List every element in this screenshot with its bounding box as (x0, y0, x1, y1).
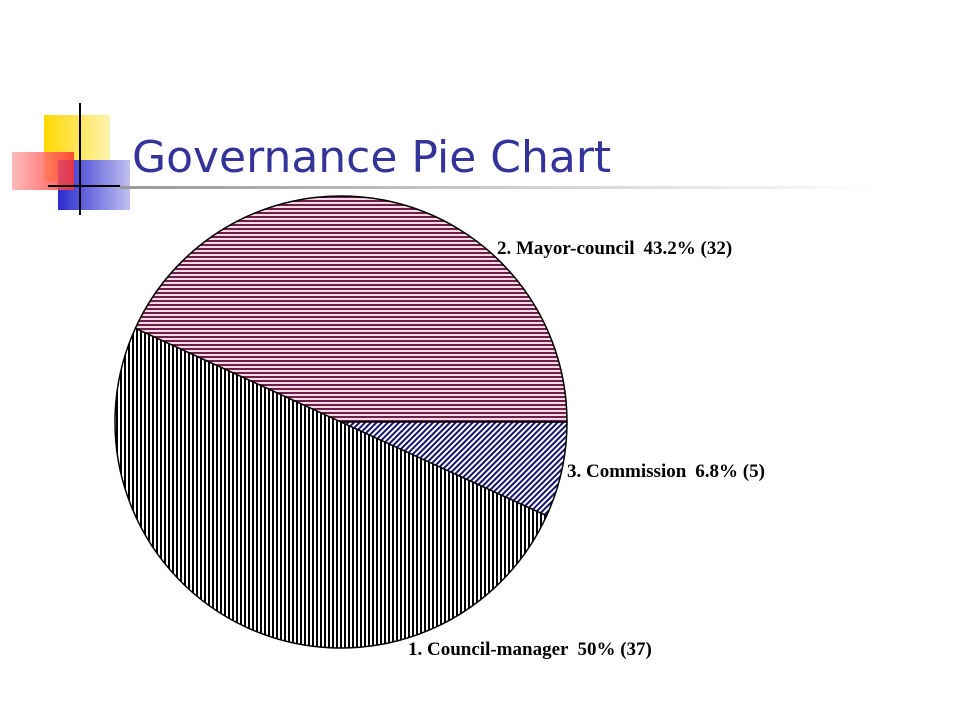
pie-slice (134, 195, 568, 423)
slice-category: 2. Mayor-council (497, 238, 635, 259)
slice-category: 1. Council-manager (408, 639, 569, 660)
slice-value-label: 6.8% (5) (695, 461, 765, 482)
decoration (12, 103, 880, 215)
slice-label: 2. Mayor-council 43.2% (32) (497, 238, 732, 259)
pie-slice (114, 327, 548, 649)
pie-slice (340, 421, 568, 517)
slice-category: 3. Commission (567, 461, 687, 482)
slice-label: 3. Commission 6.8% (5) (567, 461, 765, 482)
slice-value-label: 43.2% (32) (644, 238, 733, 259)
chart-title: Governance Pie Chart (132, 132, 611, 183)
slice-label: 1. Council-manager 50% (37) (408, 639, 652, 660)
slice-value-label: 50% (37) (577, 639, 651, 660)
pie (114, 195, 568, 649)
